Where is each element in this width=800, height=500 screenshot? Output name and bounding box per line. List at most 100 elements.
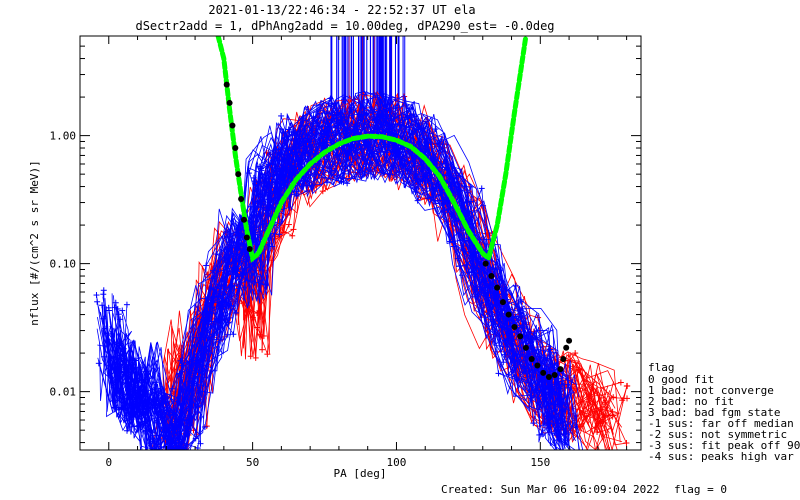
red-series-point [285, 221, 292, 228]
blue-series-point [162, 400, 169, 407]
fit-tail-point [563, 344, 570, 351]
blue-series-point [410, 111, 417, 118]
footer-flag: flag = 0 [674, 483, 727, 496]
y-tick-label: 0.01 [50, 386, 77, 399]
blue-series-point [255, 179, 262, 186]
blue-series-trace-line [97, 100, 558, 450]
blue-series-point [105, 307, 112, 314]
fit-tail-point [482, 260, 489, 267]
blue-series-point [463, 261, 470, 268]
fit-tail-point [488, 273, 495, 280]
blue-series-point [340, 96, 347, 103]
footer-created: Created: Sun Mar 06 16:09:04 2022 [441, 483, 660, 496]
red-series-point [264, 351, 271, 358]
blue-series-point [133, 400, 140, 407]
blue-series-point [137, 447, 144, 450]
blue-series-point [108, 330, 115, 337]
blue-series-point [276, 231, 283, 238]
fit-tail-point [528, 355, 535, 362]
blue-series-point [542, 354, 549, 361]
blue-series-point [502, 291, 509, 298]
blue-series-point [345, 170, 352, 177]
blue-series-point [538, 431, 545, 438]
blue-series-point [432, 126, 439, 133]
blue-series-point [300, 114, 307, 121]
plot-content [93, 36, 631, 450]
blue-series-point [478, 185, 485, 192]
blue-series-point [454, 255, 461, 262]
blue-series-point [324, 179, 331, 186]
blue-series-point [258, 165, 265, 172]
blue-series-point [385, 96, 392, 103]
blue-series-point [278, 112, 285, 119]
blue-series-point [119, 307, 126, 314]
fit-tail-point [226, 99, 233, 106]
blue-series-point [301, 127, 308, 134]
red-series-point [623, 440, 630, 447]
legend-item-1: 1 bad: not converge [648, 384, 774, 397]
blue-series-point [153, 432, 160, 439]
fit-tail-point [511, 323, 518, 330]
blue-series-point [339, 162, 346, 169]
blue-series-point [293, 192, 300, 199]
blue-series-point [251, 178, 258, 185]
red-series-point [606, 447, 613, 450]
blue-series-point [258, 221, 265, 228]
red-series-point [247, 353, 254, 360]
blue-series-point [94, 298, 101, 305]
y-tick-label: 1.00 [50, 130, 77, 143]
fit-tail-point [232, 145, 239, 152]
red-series-point [252, 354, 259, 361]
plot-area [93, 36, 631, 450]
legend-item-6: -3 sus: fit peak off 90 [648, 439, 800, 452]
blue-series-trace-line [101, 112, 558, 450]
fit-tail-point [223, 81, 230, 88]
blue-series-trace-line [109, 99, 564, 450]
blue-series-point [247, 203, 254, 210]
blue-series-point [115, 311, 122, 318]
flag-legend: flag 0 good fit 1 bad: not converge 2 ba… [648, 361, 800, 463]
blue-series-point [189, 382, 196, 389]
blue-series-point [346, 161, 353, 168]
blue-series-trace-line [118, 101, 570, 442]
blue-series-point [467, 183, 474, 190]
blue-series-trace-line [104, 101, 561, 450]
blue-series-point [201, 423, 208, 430]
fit-tail-point [566, 337, 573, 344]
fit-tail-point [499, 299, 506, 306]
red-series-point [572, 350, 579, 357]
blue-series-trace-line [114, 102, 571, 450]
blue-series-point [245, 170, 252, 177]
y-axis: 0.01 0.10 1.00 [50, 35, 641, 444]
blue-series-point [370, 154, 377, 161]
fit-tail-point [505, 311, 512, 318]
red-series-point [598, 394, 605, 401]
blue-series-point [177, 357, 184, 364]
blue-series-point [100, 353, 107, 360]
red-series-point [624, 382, 631, 389]
fit-tail-point [494, 284, 501, 291]
x-axis-label: PA [deg] [334, 467, 387, 480]
blue-series-trace-line [112, 101, 571, 450]
blue-series-point [224, 331, 231, 338]
x-axis: 0 50 100 150 [105, 36, 628, 469]
blue-series-point [130, 413, 137, 420]
blue-series-point [128, 407, 135, 414]
fit-tail-point [240, 216, 247, 223]
chart-title-line-1: 2021-01-13/22:46:34 - 22:52:37 UT ela [208, 3, 475, 17]
blue-series-point [467, 198, 474, 205]
blue-series-trace-line [106, 99, 556, 450]
blue-series-trace-line [102, 98, 557, 450]
blue-series-point [95, 360, 102, 367]
legend-item-7: -4 sus: peaks high var [648, 450, 794, 463]
fit-tail-point [243, 234, 250, 241]
blue-series-point [500, 359, 507, 366]
x-tick-label: 0 [105, 456, 112, 469]
blue-series-point [414, 197, 421, 204]
legend-item-0: 0 good fit [648, 373, 714, 386]
fit-curve [215, 36, 529, 263]
blue-series-point [194, 445, 201, 450]
fit-tail-point [235, 171, 242, 178]
blue-series-point [99, 302, 106, 309]
